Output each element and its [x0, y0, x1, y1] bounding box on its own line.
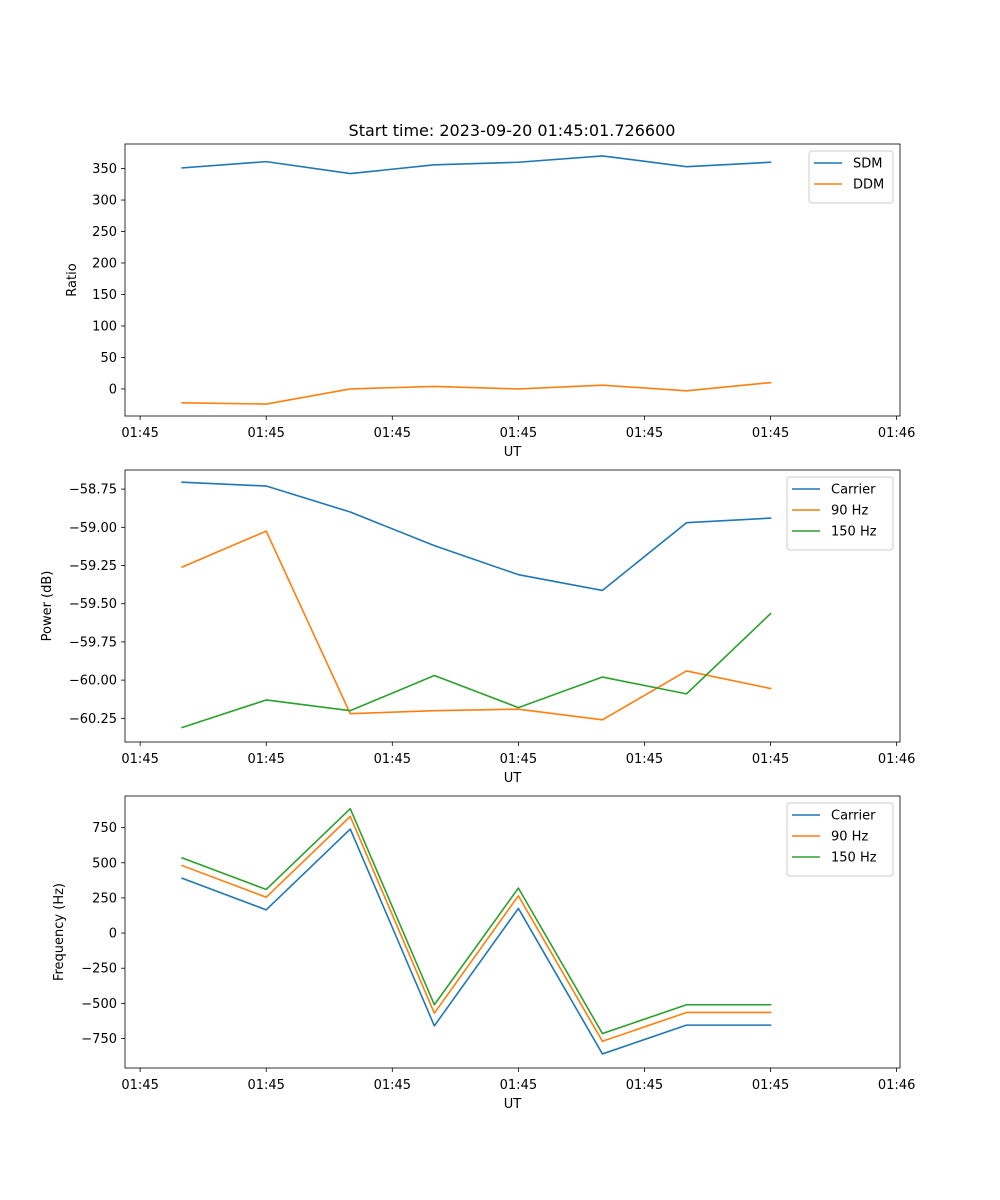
x-axis-label: UT	[504, 1097, 522, 1112]
y-tick-label: 750	[92, 821, 117, 836]
x-tick-label: 01:45	[752, 752, 789, 767]
x-tick-label: 01:45	[626, 752, 663, 767]
y-tick-label: −59.50	[69, 597, 117, 612]
x-tick-label: 01:45	[626, 1078, 663, 1093]
legend-label: Carrier	[831, 809, 876, 824]
y-axis-label: Frequency (Hz)	[52, 883, 67, 981]
y-tick-label: −60.25	[69, 712, 117, 727]
x-tick-label: 01:45	[374, 752, 411, 767]
x-tick-label: 01:45	[247, 752, 284, 767]
y-tick-label: 50	[100, 351, 117, 366]
x-tick-label: 01:45	[374, 426, 411, 441]
series-line-150-hz	[181, 612, 772, 729]
legend-label: 90 Hz	[831, 504, 868, 519]
x-tick-label: 01:45	[121, 752, 158, 767]
legend-label: 150 Hz	[831, 851, 877, 866]
y-axis-label: Power (dB)	[40, 571, 55, 642]
x-tick-label: 01:45	[247, 426, 284, 441]
x-tick-label: 01:46	[878, 426, 915, 441]
series-line-carrier	[181, 828, 772, 1055]
x-tick-label: 01:45	[752, 1078, 789, 1093]
y-axis-label: Ratio	[65, 263, 80, 296]
plot-frame	[124, 143, 901, 417]
chart-panel-1: 01:45 01:45 01:45 01:45 01:45 01:45 01:46 0 50 10…	[65, 143, 915, 460]
series-line-90-hz	[181, 530, 772, 721]
plot-frame	[124, 469, 901, 743]
x-tick-label: 01:45	[752, 426, 789, 441]
x-tick-label: 01:45	[500, 426, 537, 441]
x-tick-label: 01:46	[878, 752, 915, 767]
y-tick-label: 300	[92, 194, 117, 209]
y-tick-label: −750	[81, 1032, 117, 1047]
legend-label: DDM	[853, 178, 884, 193]
y-tick-label: 0	[109, 382, 117, 397]
y-tick-label: −500	[81, 997, 117, 1012]
y-tick-label: 250	[92, 225, 117, 240]
plot-frame	[124, 795, 901, 1069]
x-tick-label: 01:45	[121, 1078, 158, 1093]
y-tick-label: 500	[92, 856, 117, 871]
y-tick-label: 350	[92, 162, 117, 177]
series-line-ddm	[181, 381, 772, 405]
x-tick-label: 01:45	[500, 752, 537, 767]
y-tick-label: −59.75	[69, 635, 117, 650]
legend-box	[808, 150, 894, 204]
x-tick-label: 01:45	[500, 1078, 537, 1093]
legend-label: Carrier	[831, 483, 876, 498]
y-tick-label: 200	[92, 257, 117, 272]
y-tick-label: −59.00	[69, 521, 117, 536]
y-tick-label: 150	[92, 288, 117, 303]
legend-label: SDM	[853, 157, 882, 172]
x-tick-label: 01:45	[374, 1078, 411, 1093]
y-tick-label: −59.25	[69, 559, 117, 574]
x-tick-label: 01:45	[121, 426, 158, 441]
series-line-carrier	[181, 481, 772, 592]
x-axis-label: UT	[504, 445, 522, 460]
y-tick-label: −60.00	[69, 674, 117, 689]
figure-title: Start time: 2023-09-20 01:45:01.726600	[349, 121, 676, 140]
x-tick-label: 01:45	[626, 426, 663, 441]
legend-label: 90 Hz	[831, 830, 868, 845]
legend-label: 150 Hz	[831, 525, 877, 540]
series-line-150-hz	[181, 807, 772, 1035]
x-tick-label: 01:45	[247, 1078, 284, 1093]
y-tick-label: −250	[81, 962, 117, 977]
chart-panel-3: 01:45 01:45 01:45 01:45 01:45 01:45 01:46 −750 −…	[52, 795, 915, 1112]
x-axis-label: UT	[504, 771, 522, 786]
chart-panel-2: 01:45 01:45 01:45 01:45 01:45 01:45 01:46 −60.2…	[40, 469, 915, 786]
x-tick-label: 01:46	[878, 1078, 915, 1093]
series-line-sdm	[181, 155, 772, 175]
y-tick-label: 0	[109, 927, 117, 942]
y-tick-label: −58.75	[69, 483, 117, 498]
series-line-90-hz	[181, 815, 772, 1043]
y-tick-label: 100	[92, 319, 117, 334]
y-tick-label: 250	[92, 891, 117, 906]
